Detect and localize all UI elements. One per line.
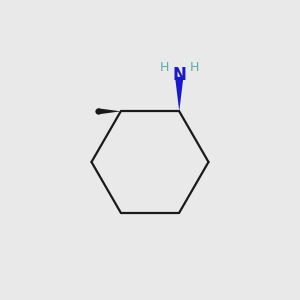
Text: N: N (172, 66, 186, 84)
Text: H: H (160, 61, 170, 74)
Text: H: H (190, 61, 200, 74)
Polygon shape (98, 108, 121, 114)
Polygon shape (175, 77, 184, 111)
